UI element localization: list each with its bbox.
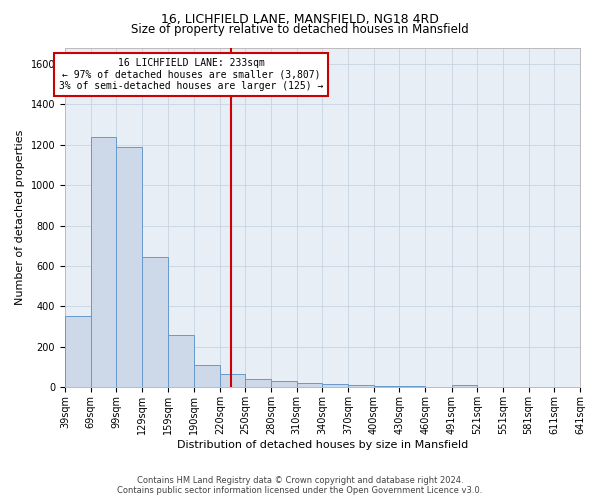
- Text: 16 LICHFIELD LANE: 233sqm
← 97% of detached houses are smaller (3,807)
3% of sem: 16 LICHFIELD LANE: 233sqm ← 97% of detac…: [59, 58, 323, 91]
- Bar: [452, 386, 478, 388]
- Bar: [91, 136, 116, 388]
- Y-axis label: Number of detached properties: Number of detached properties: [15, 130, 25, 305]
- Bar: [167, 335, 194, 388]
- Bar: [116, 146, 142, 388]
- Bar: [65, 316, 91, 388]
- Bar: [142, 257, 167, 388]
- Text: Contains HM Land Registry data © Crown copyright and database right 2024.
Contai: Contains HM Land Registry data © Crown c…: [118, 476, 482, 495]
- Bar: [322, 384, 348, 388]
- Text: 16, LICHFIELD LANE, MANSFIELD, NG18 4RD: 16, LICHFIELD LANE, MANSFIELD, NG18 4RD: [161, 12, 439, 26]
- Bar: [194, 364, 220, 388]
- Text: Size of property relative to detached houses in Mansfield: Size of property relative to detached ho…: [131, 22, 469, 36]
- Bar: [271, 382, 297, 388]
- Bar: [245, 380, 271, 388]
- Bar: [374, 386, 400, 388]
- X-axis label: Distribution of detached houses by size in Mansfield: Distribution of detached houses by size …: [177, 440, 468, 450]
- Bar: [297, 384, 322, 388]
- Bar: [400, 386, 425, 388]
- Bar: [220, 374, 245, 388]
- Bar: [348, 386, 374, 388]
